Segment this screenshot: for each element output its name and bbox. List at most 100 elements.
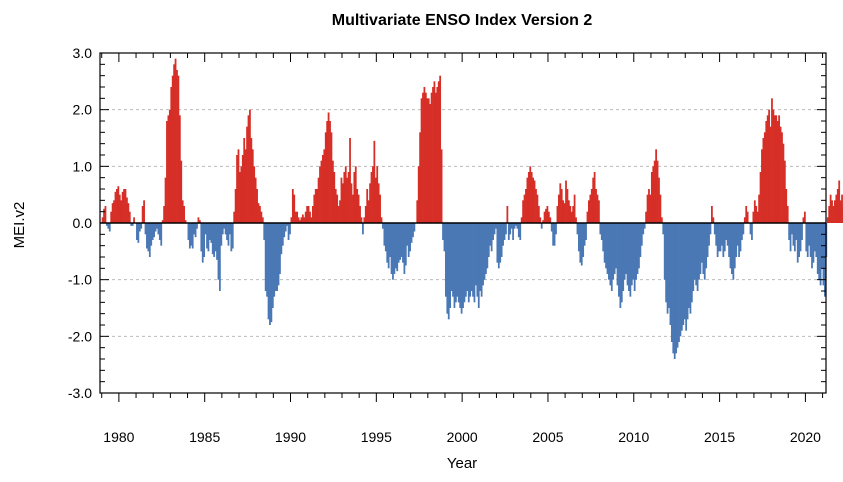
bar [433,81,436,223]
bar [689,223,692,314]
bar [595,189,597,223]
bar [188,223,191,249]
bar [270,223,273,323]
bar [623,223,626,280]
bar [194,223,197,238]
bar [306,206,309,223]
bar [622,223,625,291]
bar [343,172,346,223]
bar [124,189,127,223]
bar [725,223,728,240]
bar [618,223,620,297]
bar [197,217,200,223]
bar [526,177,529,223]
bar [731,223,733,274]
bar [422,92,424,223]
x-tick-label: 1995 [361,429,392,445]
bar [403,223,406,274]
bar [483,223,486,280]
bar [163,206,165,223]
bar [103,208,105,223]
bar [137,223,140,243]
bar [389,223,391,257]
bar [480,223,483,297]
bar [360,217,363,223]
bar [782,143,785,223]
bar [525,189,527,223]
bar [110,211,113,223]
bar [761,149,763,223]
bar [336,194,339,223]
bar [207,223,210,252]
bar [333,172,336,223]
bar [728,223,730,257]
bar [439,75,442,223]
bar [144,223,147,235]
x-tick-label: 1985 [189,429,220,445]
bar [620,223,623,303]
bar [379,194,381,223]
bar [147,223,150,252]
bar [598,200,600,223]
bar [629,223,632,297]
bar [250,138,253,223]
bar [486,223,489,269]
bar [513,223,516,229]
bar [442,223,444,240]
bar [743,217,746,223]
bar [269,223,271,325]
bar [123,189,125,223]
bar [719,223,722,252]
bar [510,223,513,229]
bar [220,223,223,246]
bar [168,109,171,223]
bar [659,194,662,223]
bar [397,223,400,263]
bar [485,223,487,274]
bar [497,223,500,269]
bar [703,223,706,280]
bar [472,223,474,297]
bar [323,149,326,223]
bar [773,115,776,223]
bar [437,81,440,223]
bar [546,206,549,223]
bar [334,189,337,223]
bar [387,223,390,269]
bar [420,98,423,223]
bar [376,166,379,223]
bar [470,223,473,291]
bar [682,223,685,325]
bar [216,223,218,260]
bar [143,200,145,223]
bar [652,166,655,223]
bar [413,223,416,232]
x-tick-label: 1990 [275,429,306,445]
bar [599,223,602,235]
bar [819,223,822,286]
bar [463,223,466,303]
chart-title: Multivariate ENSO Index Version 2 [332,12,593,29]
bar [832,206,835,223]
bar [226,223,228,240]
bar [530,172,533,223]
bar [523,194,526,223]
bar [367,200,370,223]
bar [284,223,287,232]
bar [419,132,422,223]
bar [650,172,653,223]
x-tick-label: 2020 [790,429,821,445]
bar [349,138,351,223]
y-tick-label: -2.0 [68,328,92,344]
bar [423,87,426,223]
bar [193,223,196,235]
bar [816,223,819,274]
bar [465,223,467,297]
bar [321,155,324,223]
bar [828,206,831,223]
bar [274,223,277,291]
bar [301,214,304,223]
bar [803,211,806,223]
bar [503,223,506,240]
bar [699,223,702,274]
